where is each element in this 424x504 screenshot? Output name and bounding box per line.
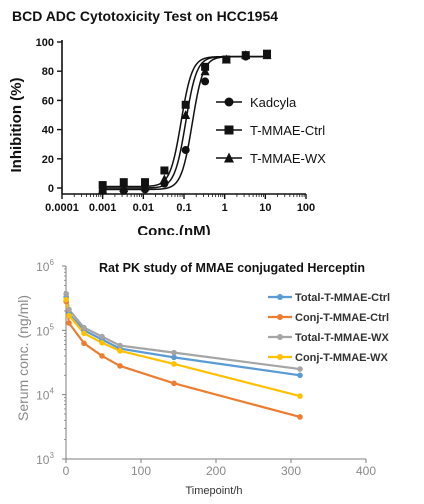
chart2-x-tick-label: 200	[206, 464, 226, 478]
chart1-y-ticks: 0 20 40 60 80 100	[36, 37, 62, 195]
chart1-x-ticks: 0.0001 0.001 0.01 0.1 1 10 100	[45, 194, 315, 214]
chart2-title: Rat PK study of MMAE conjugated Hercepti…	[99, 261, 365, 275]
chart1-fit-curves	[102, 55, 268, 191]
chart2-series-markers	[63, 290, 303, 420]
chart1-y-tick-label: 80	[42, 66, 54, 78]
chart1-x-tick-label: 100	[297, 202, 315, 214]
chart1-y-tick-label: 40	[42, 125, 54, 137]
series-marker-total-t-mmae-wx	[99, 333, 105, 340]
legend-label-total-t-mmae-ctrl: Total-T-MMAE-Ctrl	[295, 292, 390, 304]
data-point-t-mmae-ctrl	[181, 100, 190, 109]
legend-label-t-mmae-ctrl: T-MMAE-Ctrl	[250, 123, 325, 138]
chart2-x-axis-label: Timepoint/h	[185, 485, 242, 497]
series-marker-total-t-mmae-ctrl	[171, 354, 177, 361]
series-marker-total-t-mmae-wx	[171, 349, 177, 356]
chart1-x-tick-label: 0.001	[89, 202, 117, 214]
chart1-x-axis-label: Conc.(nM)	[137, 223, 210, 235]
legend-marker-t-mmae-wx	[224, 152, 234, 163]
chart1-data-points	[98, 49, 272, 195]
chart1-y-axis-label: Inhibition (%)	[8, 78, 25, 173]
legend-marker-kadcyla	[224, 97, 234, 107]
chart2-legend: Total-T-MMAE-Ctrl Conj-T-MMAE-Ctrl Total-T…	[268, 292, 390, 364]
data-point-kadcyla	[201, 77, 210, 86]
chart1-x-tick-label: 10	[259, 202, 271, 214]
chart1-title: BCD ADC Cytotoxicity Test on HCC1954	[12, 8, 278, 24]
fit-curve-t-mmae-ctrl	[102, 55, 268, 188]
legend-marker-conj-t-mmae-wx	[277, 354, 283, 360]
series-marker-conj-t-mmae-wx	[99, 340, 105, 346]
data-point-t-mmae-wx	[181, 110, 191, 119]
series-marker-conj-t-mmae-wx	[81, 330, 87, 337]
series-marker-conj-t-mmae-ctrl	[81, 340, 87, 347]
legend-label-conj-t-mmae-ctrl: Conj-T-MMAE-Ctrl	[295, 312, 389, 324]
chart2-x-tick-label: 0	[63, 464, 70, 478]
series-marker-conj-t-mmae-ctrl	[66, 320, 72, 326]
chart2-y-axis-label: Serum conc. (ng/ml)	[15, 295, 31, 421]
legend-label-total-t-mmae-wx: Total-T-MMAE-WX	[295, 332, 390, 344]
chart2-y-ticks: 103 104 105 106	[36, 258, 66, 467]
data-point-t-mmae-wx	[200, 66, 210, 76]
chart2-y-tick-label: 105	[36, 322, 54, 338]
chart1-y-tick-label: 60	[42, 95, 54, 107]
series-marker-conj-t-mmae-ctrl	[117, 363, 123, 369]
chart2-x-ticks: 0 100 200 300 400	[63, 459, 376, 478]
series-marker-conj-t-mmae-ctrl	[99, 353, 105, 359]
series-marker-total-t-mmae-ctrl	[297, 372, 303, 379]
data-point-t-mmae-ctrl	[160, 166, 169, 175]
chart1-y-tick-label: 100	[36, 37, 54, 49]
series-marker-conj-t-mmae-wx	[117, 348, 123, 354]
chart2-y-tick-label: 104	[36, 387, 54, 403]
cytotoxicity-chart: BCD ADC Cytotoxicity Test on HCC1954 0 20…	[8, 8, 326, 235]
series-marker-total-t-mmae-wx	[63, 290, 69, 297]
chart1-x-tick-label: 0.0001	[45, 202, 79, 214]
series-marker-conj-t-mmae-wx	[66, 312, 72, 319]
series-marker-conj-t-mmae-wx	[297, 393, 303, 399]
legend-label-conj-t-mmae-wx: Conj-T-MMAE-WX	[295, 352, 389, 364]
data-point-kadcyla	[181, 146, 190, 155]
data-point-t-mmae-wx	[221, 54, 231, 64]
data-point-t-mmae-wx	[98, 184, 108, 194]
chart2-x-tick-label: 100	[131, 464, 151, 478]
chart1-x-tick-label: 0.01	[133, 202, 154, 214]
data-point-t-mmae-wx	[262, 50, 272, 60]
chart1-x-tick-label: 1	[222, 202, 228, 214]
chart1-y-tick-label: 0	[48, 183, 54, 195]
data-point-t-mmae-wx	[119, 183, 129, 192]
chart2-x-tick-label: 300	[281, 464, 301, 478]
legend-marker-conj-t-mmae-ctrl	[277, 314, 283, 320]
data-point-t-mmae-wx	[140, 181, 150, 191]
legend-label-t-mmae-wx: T-MMAE-WX	[250, 151, 326, 166]
data-point-t-mmae-wx	[159, 174, 169, 184]
series-marker-total-t-mmae-wx	[297, 366, 303, 372]
legend-marker-total-t-mmae-ctrl	[277, 294, 283, 300]
series-marker-total-t-mmae-wx	[81, 324, 87, 331]
chart2-x-tick-label: 400	[356, 464, 376, 478]
chart1-legend: Kadcyla T-MMAE-Ctrl T-MMAE-WX	[216, 95, 326, 166]
pk-chart: Rat PK study of MMAE conjugated Hercepti…	[15, 258, 390, 497]
chart1-y-tick-label: 20	[42, 154, 54, 166]
chart2-y-tick-label: 106	[36, 258, 54, 274]
series-line-conj-t-mmae-wx	[65, 299, 301, 398]
series-marker-total-t-mmae-wx	[117, 342, 123, 349]
series-marker-total-t-mmae-wx	[66, 306, 72, 313]
chart2-y-tick-label: 103	[36, 451, 54, 467]
series-marker-conj-t-mmae-ctrl	[171, 380, 177, 387]
series-marker-conj-t-mmae-ctrl	[297, 414, 303, 420]
legend-marker-total-t-mmae-wx	[277, 334, 283, 340]
fit-curve-t-mmae-wx	[102, 55, 268, 189]
data-point-t-mmae-ctrl	[119, 178, 128, 187]
chart1-x-tick-label: 0.1	[176, 202, 191, 214]
series-marker-conj-t-mmae-wx	[63, 296, 69, 303]
legend-label-kadcyla: Kadcyla	[250, 95, 297, 110]
series-marker-conj-t-mmae-wx	[171, 361, 177, 367]
data-point-t-mmae-wx	[241, 50, 251, 60]
legend-marker-t-mmae-ctrl	[224, 125, 234, 135]
